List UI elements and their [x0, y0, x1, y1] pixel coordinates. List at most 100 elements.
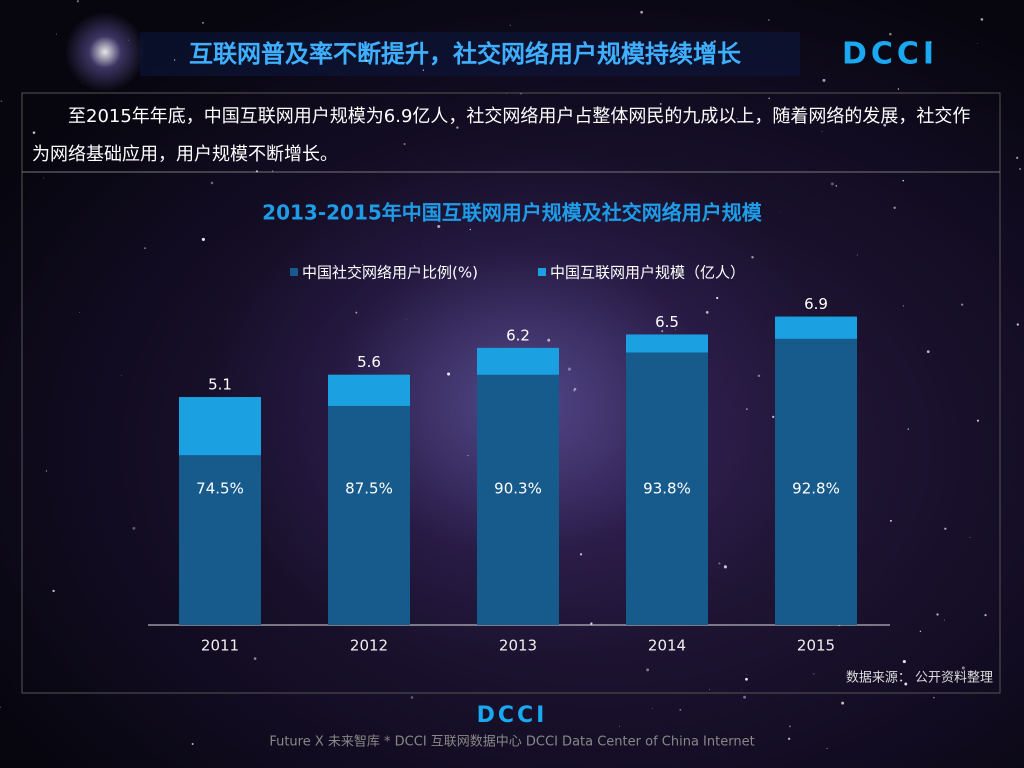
star — [579, 553, 583, 556]
legend-swatch — [290, 268, 298, 276]
slide-title: 互联网普及率不断提升，社交网络用户规模持续增长 — [189, 40, 742, 68]
star — [255, 170, 259, 173]
star — [43, 177, 45, 179]
star — [902, 179, 905, 182]
star — [746, 408, 748, 410]
star — [640, 10, 643, 14]
content-box — [21, 92, 1001, 694]
bar — [328, 405, 410, 625]
star — [567, 367, 572, 371]
star — [821, 131, 823, 132]
star — [675, 329, 676, 331]
star — [751, 256, 754, 259]
star — [889, 32, 892, 36]
star — [883, 123, 887, 127]
star — [980, 18, 984, 21]
star — [414, 217, 417, 219]
logo: DCCI — [842, 37, 938, 72]
body-text: 至2015年年底，中国互联网用户规模为6.9亿人，社交网络用户占整体网民的九成以… — [32, 106, 971, 165]
star — [961, 666, 965, 670]
star — [45, 470, 48, 472]
star — [403, 142, 406, 146]
star — [76, 0, 79, 3]
star — [191, 742, 194, 746]
star — [505, 93, 507, 95]
star — [706, 217, 710, 221]
star — [822, 78, 826, 82]
star — [679, 708, 682, 711]
title-band — [140, 32, 800, 76]
star — [813, 673, 815, 675]
star — [55, 33, 57, 35]
star — [841, 701, 845, 705]
star — [826, 747, 828, 749]
value-label: 5.1 — [208, 376, 232, 394]
legend-swatch — [538, 268, 546, 276]
star — [904, 682, 908, 686]
star — [79, 311, 81, 313]
footer-logo: DCCI — [477, 703, 548, 728]
bar — [775, 338, 857, 625]
star — [128, 39, 129, 41]
star — [716, 296, 719, 300]
value-label: 6.2 — [506, 326, 530, 344]
star — [144, 247, 146, 250]
legend-label: 中国互联网用户规模（亿人） — [550, 264, 745, 282]
bar — [626, 352, 708, 625]
star — [81, 82, 83, 84]
x-tick-label: 2013 — [499, 637, 537, 655]
value-label: 87.5% — [345, 480, 393, 498]
value-label: 6.5 — [655, 313, 679, 331]
star — [0, 706, 1, 708]
star — [788, 725, 791, 728]
star — [708, 689, 711, 691]
star — [651, 707, 653, 709]
star — [547, 338, 551, 342]
star — [423, 241, 424, 242]
value-label: 6.9 — [804, 295, 828, 313]
star — [661, 330, 664, 333]
value-label: 93.8% — [643, 480, 691, 498]
star — [713, 40, 716, 43]
star — [406, 319, 407, 321]
chart-title: 2013-2015年中国互联网用户规模及社交网络用户规模 — [262, 201, 763, 225]
star — [437, 224, 441, 228]
star — [355, 311, 358, 314]
star — [600, 268, 602, 270]
star — [856, 254, 858, 256]
star — [467, 454, 469, 456]
star — [52, 589, 55, 593]
star — [202, 21, 204, 24]
x-tick-label: 2014 — [648, 637, 686, 655]
star — [933, 696, 935, 699]
star — [201, 237, 205, 241]
star — [889, 519, 892, 522]
star — [573, 387, 577, 391]
star — [253, 657, 257, 660]
star — [977, 42, 979, 44]
star — [835, 185, 838, 187]
star — [469, 228, 471, 231]
star — [919, 630, 922, 633]
bar — [179, 455, 261, 625]
star — [907, 428, 910, 430]
source: 数据来源： 公开资料整理 — [846, 671, 993, 686]
star — [779, 211, 780, 212]
star — [745, 677, 748, 681]
star — [960, 303, 964, 306]
star — [723, 565, 727, 569]
star — [132, 526, 136, 530]
star — [787, 737, 791, 741]
star — [746, 673, 748, 675]
star — [619, 725, 621, 727]
x-tick-label: 2015 — [797, 637, 835, 655]
legend-label: 中国社交网络用户比例(%) — [302, 264, 478, 282]
star — [768, 97, 770, 100]
star — [210, 181, 214, 185]
value-label: 92.8% — [792, 480, 840, 498]
star — [757, 374, 761, 378]
star — [902, 659, 906, 664]
star — [272, 170, 274, 172]
value-label: 74.5% — [196, 480, 244, 498]
